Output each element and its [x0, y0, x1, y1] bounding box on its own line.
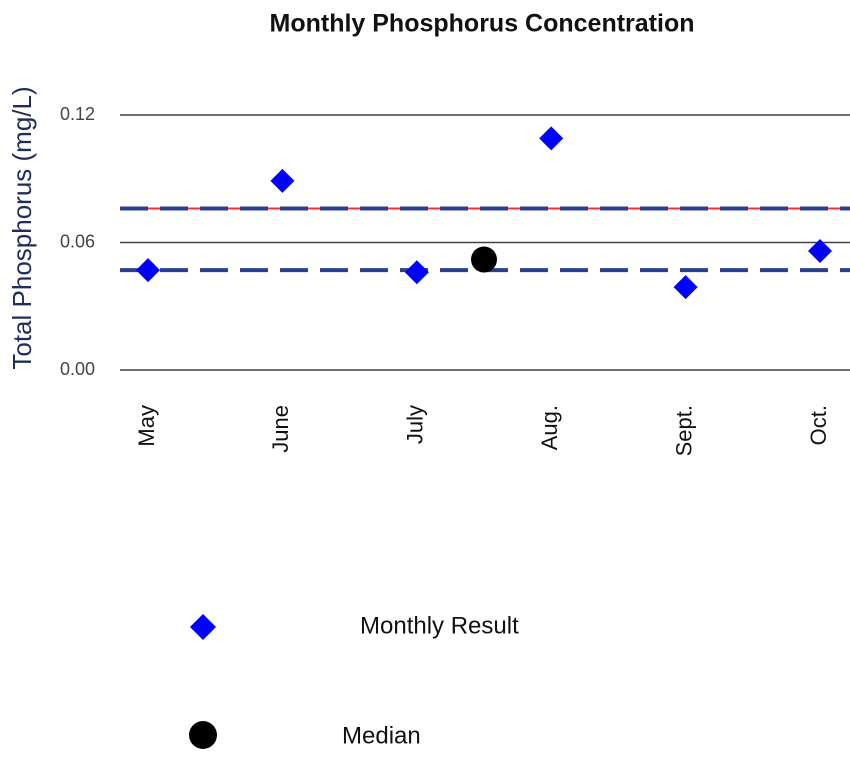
point — [539, 126, 564, 151]
x-tick-label: July — [403, 405, 428, 444]
x-tick-label: Oct. — [806, 405, 831, 445]
point — [404, 260, 429, 285]
legend-marker — [190, 614, 216, 640]
point — [270, 168, 295, 193]
median-point — [471, 246, 497, 273]
x-tick-label: Aug. — [537, 405, 562, 450]
legend-marker — [189, 721, 217, 749]
legend-label: Median — [342, 722, 421, 749]
x-tick-label: June — [268, 405, 293, 453]
x-tick-label: Sept. — [671, 405, 696, 456]
y-tick-label: 0.12 — [60, 104, 95, 124]
y-axis-title: Total Phosphorus (mg/L) — [7, 86, 37, 369]
x-tick-label: May — [134, 405, 159, 447]
point — [808, 239, 832, 263]
y-tick-label: 0.06 — [60, 231, 95, 251]
chart-title: Monthly Phosphorus Concentration — [270, 10, 695, 38]
point — [673, 275, 698, 300]
legend-label: Monthly Result — [360, 612, 519, 639]
y-tick-label: 0.00 — [60, 359, 95, 379]
point — [136, 258, 160, 283]
